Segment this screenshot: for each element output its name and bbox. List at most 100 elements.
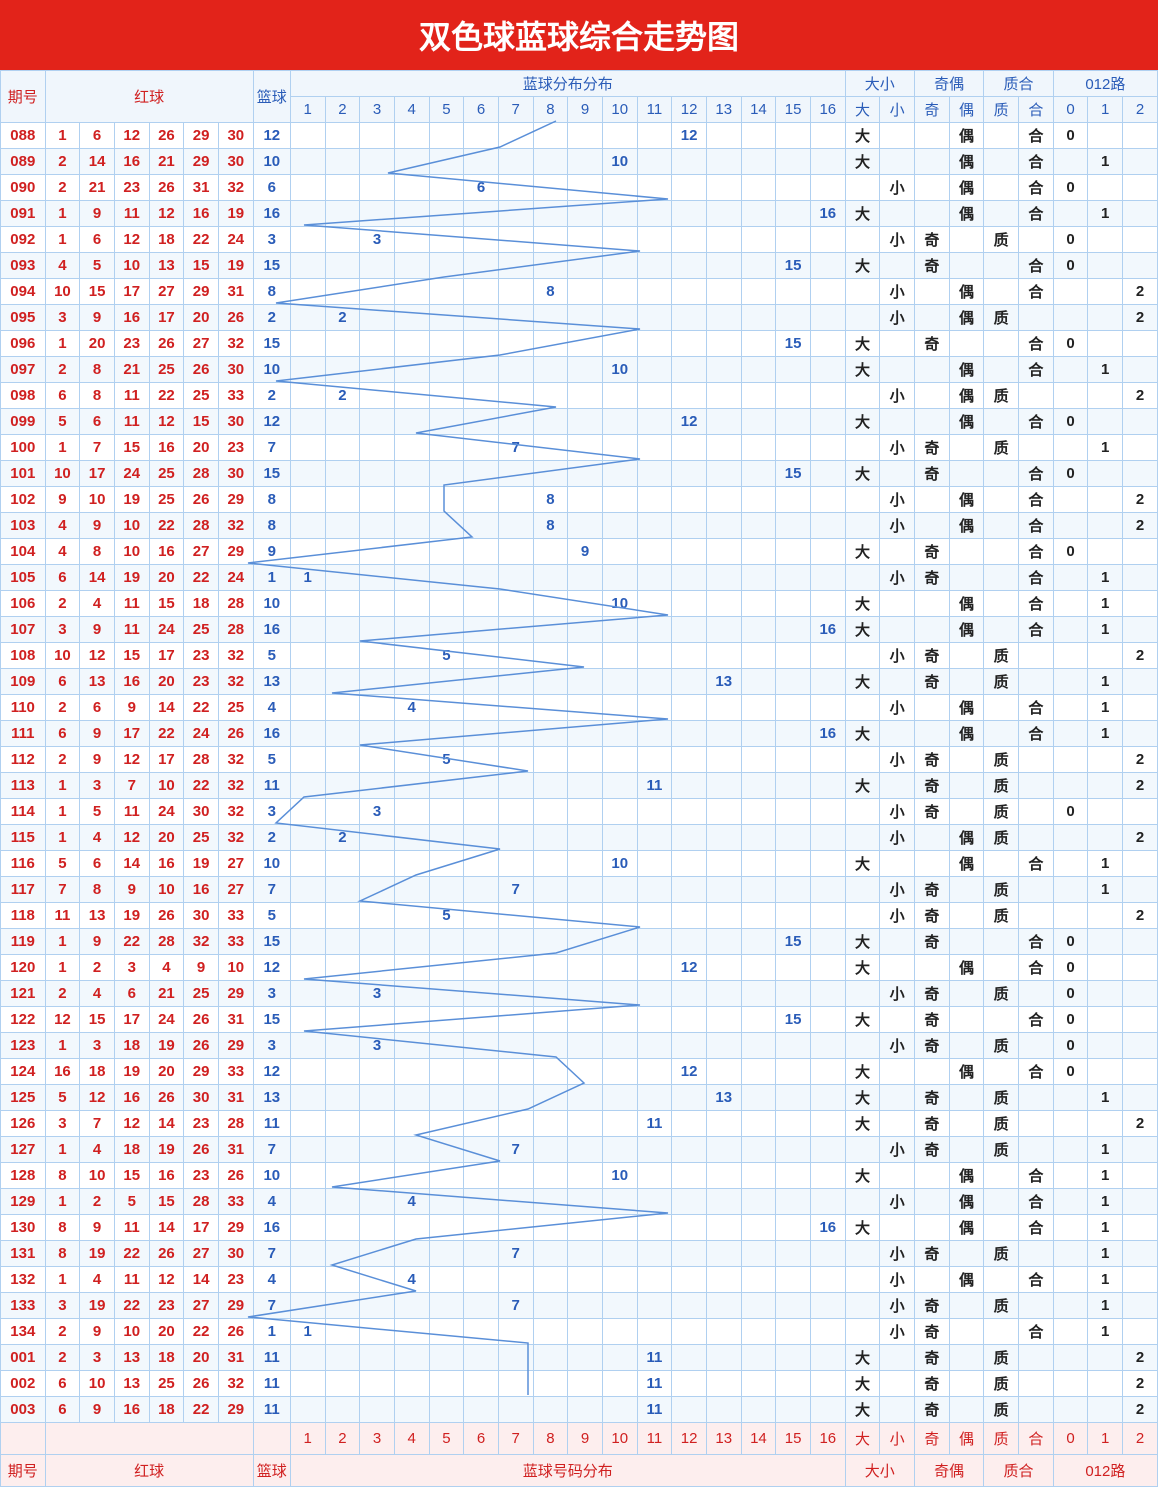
footer-012: 012路 <box>1053 1455 1157 1487</box>
cell-012 <box>1053 695 1088 721</box>
cell-012: 2 <box>1123 1111 1158 1137</box>
cell-dist <box>741 1215 776 1241</box>
cell-dist: 4 <box>394 695 429 721</box>
cell-dist <box>741 1111 776 1137</box>
cell-daxiao: 小 <box>880 903 915 929</box>
table-row: 09728212526301010大偶合1 <box>1 357 1158 383</box>
cell-dist <box>810 799 845 825</box>
footer-blue: 篮球 <box>253 1455 290 1487</box>
cell-qihao: 001 <box>1 1345 46 1371</box>
cell-dist <box>706 305 741 331</box>
cell-red: 5 <box>45 409 80 435</box>
cell-dist <box>637 487 672 513</box>
cell-dist <box>360 175 395 201</box>
cell-red: 31 <box>184 175 219 201</box>
cell-daxiao <box>880 1085 915 1111</box>
cell-red: 5 <box>45 851 80 877</box>
cell-dist <box>741 1241 776 1267</box>
cell-zhihe: 质 <box>984 1345 1019 1371</box>
cell-qihao: 107 <box>1 617 46 643</box>
table-row: 11811131926303355小奇质2 <box>1 903 1158 929</box>
cell-dist <box>464 1319 499 1345</box>
cell-dist <box>741 773 776 799</box>
cell-dist <box>394 721 429 747</box>
cell-daxiao: 小 <box>880 1293 915 1319</box>
cell-dist <box>776 305 811 331</box>
table-row: 09410151727293188小偶合2 <box>1 279 1158 305</box>
cell-dist <box>464 357 499 383</box>
cell-dist <box>290 1189 325 1215</box>
cell-red: 29 <box>218 487 253 513</box>
cell-dist <box>706 1345 741 1371</box>
table-footer: 12345678910111213141516大小奇偶质合012 期号 红球 篮… <box>1 1423 1158 1487</box>
cell-012: 1 <box>1088 669 1123 695</box>
cell-dist <box>290 461 325 487</box>
cell-012 <box>1123 695 1158 721</box>
cell-dist <box>360 565 395 591</box>
cell-dist <box>810 1293 845 1319</box>
cell-dist <box>568 123 603 149</box>
cell-dist <box>325 1241 360 1267</box>
cell-dist <box>464 383 499 409</box>
cell-zhihe <box>1019 435 1054 461</box>
cell-dist <box>741 721 776 747</box>
cell-dist <box>533 669 568 695</box>
cell-red: 10 <box>149 877 184 903</box>
cell-dist: 15 <box>776 253 811 279</box>
cell-012 <box>1053 565 1088 591</box>
table-row: 115141220253222小偶质2 <box>1 825 1158 851</box>
cell-jiou <box>914 487 949 513</box>
cell-daxiao <box>880 1163 915 1189</box>
cell-dist <box>776 1267 811 1293</box>
cell-dist <box>602 747 637 773</box>
cell-jiou: 奇 <box>914 929 949 955</box>
cell-qihao: 120 <box>1 955 46 981</box>
cell-dist <box>810 825 845 851</box>
cell-dist <box>429 929 464 955</box>
cell-blue: 13 <box>253 1085 290 1111</box>
cell-dist <box>360 123 395 149</box>
cell-dist <box>776 149 811 175</box>
cell-daxiao: 大 <box>845 773 880 799</box>
cell-dist <box>810 461 845 487</box>
cell-red: 4 <box>80 825 115 851</box>
header-ji: 奇 <box>914 97 949 123</box>
cell-blue: 11 <box>253 1345 290 1371</box>
cell-dist <box>568 1345 603 1371</box>
cell-blue: 16 <box>253 201 290 227</box>
cell-dist <box>394 123 429 149</box>
cell-red: 9 <box>80 1215 115 1241</box>
cell-jiou <box>949 747 984 773</box>
cell-red: 5 <box>114 1189 149 1215</box>
cell-zhihe: 质 <box>984 1085 1019 1111</box>
cell-red: 8 <box>45 1215 80 1241</box>
cell-jiou: 奇 <box>914 1371 949 1397</box>
cell-zhihe <box>984 253 1019 279</box>
cell-qihao: 094 <box>1 279 46 305</box>
cell-dist <box>741 383 776 409</box>
cell-qihao: 117 <box>1 877 46 903</box>
cell-jiou: 偶 <box>949 383 984 409</box>
cell-red: 19 <box>114 903 149 929</box>
cell-dist <box>602 1189 637 1215</box>
cell-jiou: 偶 <box>949 409 984 435</box>
cell-qihao: 096 <box>1 331 46 357</box>
cell-red: 19 <box>184 851 219 877</box>
cell-dist <box>706 201 741 227</box>
cell-red: 31 <box>218 1137 253 1163</box>
cell-zhihe <box>984 357 1019 383</box>
cell-red: 8 <box>80 877 115 903</box>
cell-dist <box>706 643 741 669</box>
cell-012 <box>1123 331 1158 357</box>
cell-dist <box>325 1033 360 1059</box>
cell-daxiao: 大 <box>845 149 880 175</box>
cell-dist: 11 <box>637 773 672 799</box>
cell-jiou: 奇 <box>914 1033 949 1059</box>
cell-dist <box>325 1371 360 1397</box>
cell-daxiao: 小 <box>880 435 915 461</box>
cell-dist <box>672 461 707 487</box>
cell-dist <box>360 617 395 643</box>
cell-red: 15 <box>114 643 149 669</box>
cell-blue: 5 <box>253 643 290 669</box>
cell-jiou: 偶 <box>949 279 984 305</box>
